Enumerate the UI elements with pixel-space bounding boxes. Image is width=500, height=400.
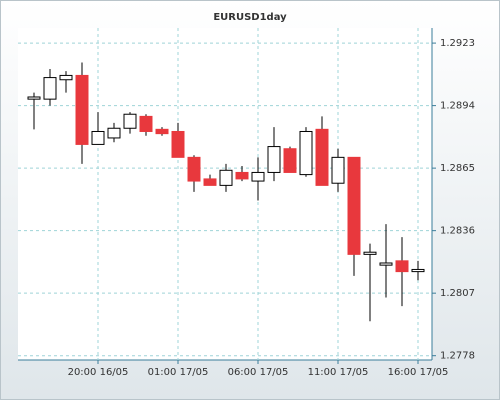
y-tick-label: 1.2778 [440,351,475,362]
x-tick-label: 20:00 16/05 [68,367,129,378]
candle-body [395,260,409,273]
candle-body [379,262,393,266]
candle-body [235,171,249,180]
candle-body [411,268,425,273]
candle-body [331,156,345,184]
candle-body [91,130,105,145]
candle-body [107,127,121,139]
y-tick-label: 1.2807 [440,288,475,299]
candle-body [219,169,233,186]
candle-body [251,171,265,182]
candle-body [299,130,313,176]
y-tick-label: 1.2894 [440,101,475,112]
candle-body [43,77,57,100]
candle-body [171,130,185,158]
candle-body [187,156,201,182]
y-tick-label: 1.2923 [440,38,475,49]
x-tick-label: 16:00 17/05 [388,367,449,378]
candle-body [139,115,153,132]
candle-body [59,74,73,81]
candle-body [27,96,41,100]
x-tick-label: 11:00 17/05 [308,367,369,378]
candle-body [155,128,169,135]
y-tick-label: 1.2865 [440,163,475,174]
candle-body [267,146,281,173]
chart-title: EURUSD1day [213,12,287,23]
candle-body [283,148,297,173]
candle-body [347,156,361,255]
candle-body [75,74,89,145]
candle-body [315,128,329,186]
candle-body [203,178,217,186]
x-tick-label: 06:00 17/05 [228,367,289,378]
candle-body [123,113,137,129]
y-tick-label: 1.2836 [440,226,475,237]
x-tick-label: 01:00 17/05 [148,367,209,378]
candle-body [363,251,377,255]
